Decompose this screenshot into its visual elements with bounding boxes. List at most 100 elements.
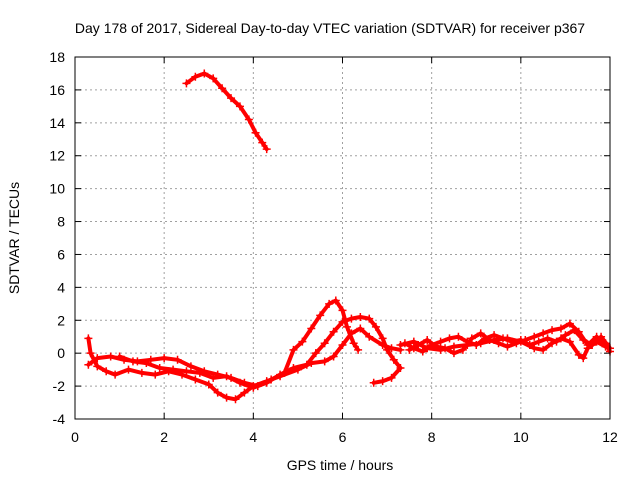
data-point xyxy=(476,339,485,348)
data-point xyxy=(365,332,374,341)
data-point xyxy=(490,336,499,345)
data-point xyxy=(503,334,512,343)
data-point xyxy=(467,334,476,343)
data-point xyxy=(137,368,146,377)
data-point xyxy=(316,311,325,320)
data-point xyxy=(338,340,347,349)
axis-ticks: 0 2 4 6 8 10 12 -4 -2 0 2 4 6 8 10 12 14 16 18 xyxy=(49,49,618,445)
data-point xyxy=(389,355,398,364)
data-point xyxy=(231,395,240,404)
data-point xyxy=(338,306,347,315)
data-point xyxy=(186,362,195,371)
data-point xyxy=(423,336,432,345)
data-point xyxy=(354,345,363,354)
data-point xyxy=(289,363,298,372)
y-axis-label: SDTVAR / TECUs xyxy=(6,182,22,294)
data-point xyxy=(84,334,93,343)
data-point xyxy=(124,365,133,374)
y-tick-label: -4 xyxy=(53,411,66,427)
x-tick-label: 2 xyxy=(160,429,168,445)
data-point xyxy=(548,326,557,335)
data-point xyxy=(227,94,236,103)
data-point xyxy=(418,347,427,356)
data-point xyxy=(169,365,178,374)
data-point xyxy=(93,354,102,363)
grid-lines xyxy=(75,57,610,419)
series-trace xyxy=(184,71,269,152)
data-point xyxy=(251,128,260,137)
data-point xyxy=(204,380,213,389)
data-point xyxy=(222,372,231,381)
data-point xyxy=(409,337,418,346)
data-point xyxy=(565,319,574,328)
data-point xyxy=(463,340,472,349)
data-point xyxy=(84,360,93,369)
data-point xyxy=(356,312,365,321)
data-point xyxy=(222,393,231,402)
data-point xyxy=(556,324,565,333)
data-point xyxy=(436,337,445,346)
data-point xyxy=(338,317,347,326)
data-point xyxy=(289,345,298,354)
data-point xyxy=(449,342,458,351)
data-point xyxy=(307,324,316,333)
data-point xyxy=(209,74,218,83)
data-point xyxy=(182,367,191,376)
data-point xyxy=(218,84,227,93)
x-axis-label: GPS time / hours xyxy=(287,457,394,473)
y-tick-label: 14 xyxy=(49,115,65,131)
data-point xyxy=(349,339,358,348)
data-point xyxy=(86,349,95,358)
data-point xyxy=(151,370,160,379)
y-tick-label: 12 xyxy=(49,148,65,164)
data-point xyxy=(574,350,583,359)
data-point xyxy=(235,378,244,387)
series-track-f xyxy=(396,334,610,363)
data-point xyxy=(579,354,588,363)
y-tick-label: 18 xyxy=(49,49,65,65)
data-point xyxy=(539,329,548,338)
data-point xyxy=(200,69,209,78)
data-point xyxy=(436,345,445,354)
data-point xyxy=(276,370,285,379)
data-point xyxy=(262,145,271,154)
data-point xyxy=(209,373,218,382)
x-tick-label: 6 xyxy=(339,429,347,445)
data-point xyxy=(365,314,374,323)
data-point xyxy=(530,332,539,341)
x-tick-label: 12 xyxy=(602,429,618,445)
data-point xyxy=(405,345,414,354)
data-point xyxy=(396,340,405,349)
data-point xyxy=(387,373,396,382)
data-point xyxy=(213,388,222,397)
x-tick-label: 8 xyxy=(428,429,436,445)
data-point xyxy=(302,360,311,369)
data-point xyxy=(320,339,329,348)
chart-title: Day 178 of 2017, Sidereal Day-to-day VTE… xyxy=(75,20,585,36)
data-point xyxy=(371,322,380,331)
data-point xyxy=(191,72,200,81)
y-tick-label: 4 xyxy=(57,279,65,295)
data-point xyxy=(383,345,392,354)
data-point xyxy=(539,345,548,354)
data-point xyxy=(182,79,191,88)
data-point xyxy=(396,363,405,372)
data-point xyxy=(574,327,583,336)
data-point xyxy=(543,334,552,343)
data-point xyxy=(262,378,271,387)
data-point xyxy=(195,368,204,377)
data-point xyxy=(423,344,432,353)
data-point xyxy=(146,355,155,364)
data-point xyxy=(601,342,610,351)
data-point xyxy=(311,349,320,358)
data-point xyxy=(378,377,387,386)
y-tick-label: 10 xyxy=(49,181,65,197)
data-point xyxy=(530,344,539,353)
data-point xyxy=(378,334,387,343)
data-point xyxy=(561,331,570,340)
data-point xyxy=(534,337,543,346)
data-point xyxy=(476,329,485,338)
x-tick-label: 10 xyxy=(513,429,529,445)
y-tick-label: 6 xyxy=(57,246,65,262)
